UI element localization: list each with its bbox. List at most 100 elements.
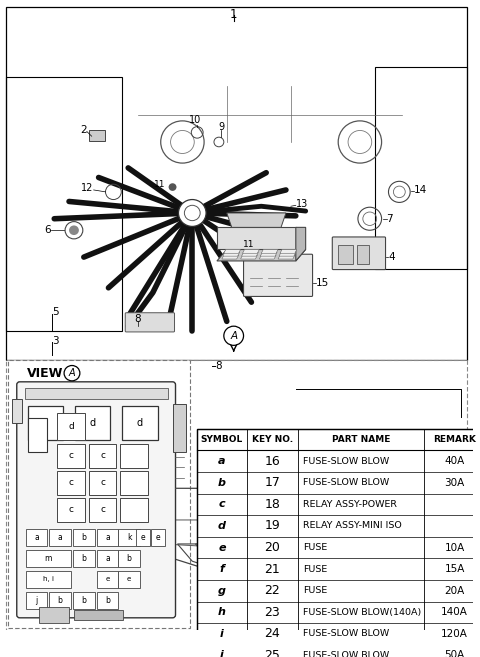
Text: c: c xyxy=(69,478,73,487)
Bar xyxy=(172,404,186,452)
Text: 140A: 140A xyxy=(441,607,468,618)
Bar xyxy=(120,471,148,495)
Text: KEY NO.: KEY NO. xyxy=(252,435,293,444)
Bar xyxy=(73,550,95,567)
Bar xyxy=(96,592,119,609)
Text: SYMBOL: SYMBOL xyxy=(201,435,243,444)
Text: 4: 4 xyxy=(388,252,395,262)
Text: e: e xyxy=(218,543,226,553)
Bar xyxy=(197,429,480,657)
Text: 5: 5 xyxy=(52,307,59,317)
Polygon shape xyxy=(217,250,306,261)
Text: a: a xyxy=(218,456,226,466)
Bar xyxy=(338,244,353,264)
Bar xyxy=(57,444,85,468)
Text: a: a xyxy=(105,533,110,542)
Bar xyxy=(28,406,63,440)
Bar xyxy=(25,529,48,546)
Bar xyxy=(12,399,22,423)
Text: b: b xyxy=(218,478,226,487)
Bar xyxy=(96,571,119,588)
Text: b: b xyxy=(58,596,62,605)
Text: b: b xyxy=(105,596,110,605)
Bar xyxy=(375,67,468,269)
Bar xyxy=(357,244,369,264)
Text: d: d xyxy=(68,422,74,432)
Polygon shape xyxy=(240,255,257,259)
Text: 20: 20 xyxy=(264,541,280,554)
Text: 8: 8 xyxy=(215,361,222,371)
Text: 15A: 15A xyxy=(444,564,465,574)
Text: 1: 1 xyxy=(230,8,238,20)
Text: FUSE: FUSE xyxy=(303,586,327,595)
Text: e: e xyxy=(127,576,132,583)
Bar xyxy=(96,529,119,546)
Bar xyxy=(49,592,71,609)
Text: b: b xyxy=(82,596,86,605)
Text: 18: 18 xyxy=(264,498,280,511)
Text: 10: 10 xyxy=(189,115,201,125)
Bar xyxy=(119,550,140,567)
Text: 17: 17 xyxy=(264,476,280,489)
Text: 15: 15 xyxy=(315,278,329,288)
Text: FUSE-SLOW BLOW: FUSE-SLOW BLOW xyxy=(303,651,389,657)
Bar xyxy=(24,388,168,399)
Bar xyxy=(57,498,85,522)
Bar xyxy=(25,571,71,588)
Circle shape xyxy=(257,236,265,244)
Text: h: h xyxy=(218,607,226,618)
Text: 10A: 10A xyxy=(444,543,465,553)
Text: c: c xyxy=(69,505,73,514)
Text: c: c xyxy=(100,451,105,460)
Bar xyxy=(197,429,480,657)
Bar xyxy=(119,571,140,588)
Text: FUSE: FUSE xyxy=(303,564,327,574)
Polygon shape xyxy=(227,213,286,227)
Text: FUSE-SLOW BLOW: FUSE-SLOW BLOW xyxy=(303,457,389,466)
Text: FUSE-SLOW BLOW(140A): FUSE-SLOW BLOW(140A) xyxy=(303,608,421,617)
Text: d: d xyxy=(137,418,143,428)
Bar xyxy=(6,77,122,331)
Text: a: a xyxy=(105,554,110,563)
Text: a: a xyxy=(34,533,39,542)
Bar xyxy=(6,7,468,360)
Text: b: b xyxy=(82,533,86,542)
Text: 40A: 40A xyxy=(444,456,465,466)
Bar xyxy=(122,406,158,440)
Text: e: e xyxy=(141,533,145,542)
Bar xyxy=(151,529,165,546)
Polygon shape xyxy=(278,255,295,259)
Text: g: g xyxy=(218,585,226,596)
Bar xyxy=(25,592,48,609)
Text: 50A: 50A xyxy=(444,650,465,657)
Bar xyxy=(25,550,71,567)
Text: FUSE: FUSE xyxy=(303,543,327,552)
Text: c: c xyxy=(218,499,225,509)
Bar xyxy=(73,529,95,546)
Text: PART NAME: PART NAME xyxy=(332,435,390,444)
Bar xyxy=(6,360,468,630)
Text: k: k xyxy=(127,533,132,542)
Text: 25: 25 xyxy=(264,649,280,657)
Polygon shape xyxy=(241,252,258,256)
Bar xyxy=(39,607,69,623)
Text: 8: 8 xyxy=(135,313,141,323)
Text: 2: 2 xyxy=(80,125,87,135)
Bar xyxy=(57,413,85,440)
Text: 11: 11 xyxy=(154,180,166,189)
Text: A: A xyxy=(69,368,75,378)
Bar xyxy=(49,529,71,546)
Text: i: i xyxy=(220,629,224,639)
Text: 23: 23 xyxy=(264,606,280,619)
Polygon shape xyxy=(296,227,306,261)
Bar xyxy=(57,471,85,495)
Polygon shape xyxy=(259,255,276,259)
Circle shape xyxy=(179,200,206,227)
Text: 20A: 20A xyxy=(444,585,465,596)
Text: h, i: h, i xyxy=(43,576,54,583)
Text: 19: 19 xyxy=(264,520,280,532)
Text: 16: 16 xyxy=(264,455,280,468)
Text: A: A xyxy=(230,330,237,341)
Bar xyxy=(136,529,150,546)
Text: RELAY ASSY-POWER: RELAY ASSY-POWER xyxy=(303,500,396,509)
